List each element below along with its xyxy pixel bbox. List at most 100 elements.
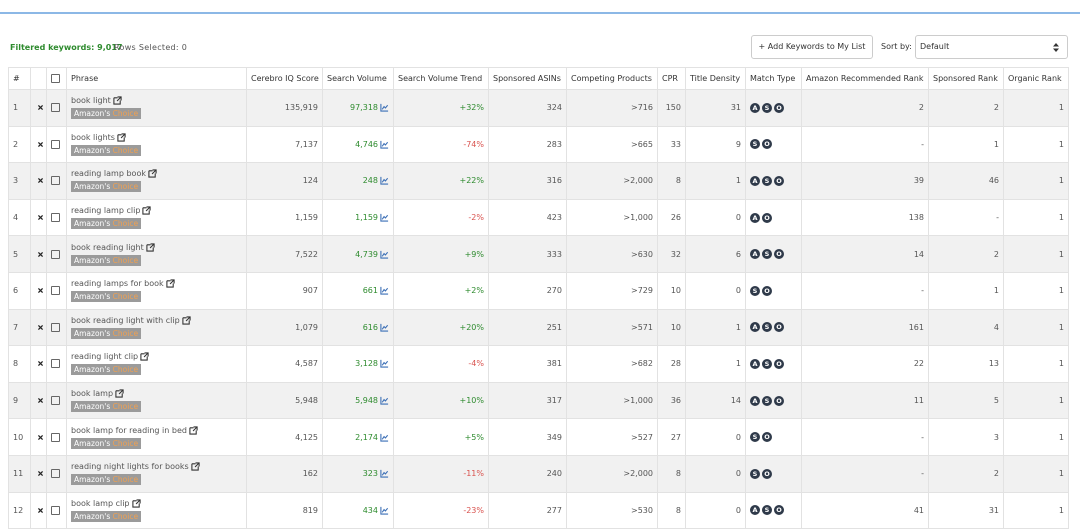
organic-rank: 1 [1003,89,1069,127]
checkbox[interactable] [51,176,60,186]
phrase[interactable]: book lamp clip [71,498,130,508]
trend-chart-icon[interactable] [380,506,389,515]
amazon-recommended-rank: - [801,271,929,310]
cerebro-iq: 5,948 [246,381,323,420]
external-link-icon[interactable] [140,352,149,362]
phrase[interactable]: book lamp [71,389,114,399]
search-volume: 3,128 [355,359,378,369]
remove-icon[interactable] [37,470,44,477]
remove-icon[interactable] [37,360,44,367]
trend-chart-icon[interactable] [380,396,389,405]
search-volume-trend: -4% [393,345,489,383]
external-link-icon[interactable] [191,462,200,471]
external-link-icon[interactable] [148,169,157,179]
row-number: 10 [8,418,31,456]
trend-chart-icon[interactable] [380,286,389,295]
sponsored-asins: 240 [488,454,567,493]
trend-chart-icon[interactable] [380,176,389,186]
external-link-icon[interactable] [146,243,155,252]
trend-chart-icon[interactable] [380,433,389,442]
remove-icon[interactable] [37,251,44,258]
checkbox[interactable] [51,213,60,223]
external-link-icon[interactable] [166,279,175,288]
remove-icon[interactable] [37,287,44,294]
title-density: 31 [685,89,746,127]
trend-chart-icon[interactable] [380,213,389,222]
sponsored-rank: 1 [928,125,1004,164]
checkbox[interactable] [51,139,60,149]
checkbox[interactable] [51,286,60,296]
search-volume-cell: 2,174 [322,418,394,456]
phrase[interactable]: book light [71,96,111,106]
sponsored-asins: 251 [488,308,567,347]
add-keywords-button[interactable]: + Add Keywords to My List [751,35,873,59]
trend-chart-icon[interactable] [380,469,389,478]
remove-icon[interactable] [37,214,44,221]
external-link-icon[interactable] [189,426,198,435]
checkbox[interactable] [51,396,60,406]
search-volume: 1,159 [355,213,378,223]
phrase[interactable]: reading lamps for book [71,279,164,289]
search-volume-trend: +10% [393,381,489,420]
cpr: 26 [657,198,686,237]
remove-icon[interactable] [37,104,44,111]
checkbox[interactable] [51,469,60,479]
phrase[interactable]: book reading light with clip [71,315,180,325]
trend-chart-icon[interactable] [380,323,389,332]
badge-text: Choice [112,511,139,521]
checkbox[interactable] [51,359,60,369]
phrase-cell: reading night lights for books Amazon's C… [66,454,247,493]
trend-chart-icon[interactable] [380,103,389,112]
checkbox[interactable] [51,103,60,113]
competing-products: >716 [566,89,658,127]
cerebro-iq: 819 [246,491,323,529]
title-density: 0 [685,271,746,310]
row-number: 11 [8,454,31,493]
select-cell [46,162,67,200]
external-link-icon[interactable] [117,133,126,142]
remove-icon[interactable] [37,397,44,404]
remove-icon[interactable] [37,434,44,441]
badge-text: Amazon's [74,328,111,338]
checkbox[interactable] [51,74,60,83]
search-volume-trend: +2% [393,271,489,310]
organic-rank: 1 [1003,308,1069,347]
trend-chart-icon[interactable] [380,140,389,149]
phrase[interactable]: book lamp for reading in bed [71,425,187,435]
phrase[interactable]: book lights [71,132,115,142]
external-link-icon[interactable] [182,316,191,325]
phrase-cell: book reading light with clip Amazon's Cho… [66,308,247,347]
phrase[interactable]: reading lamp clip [71,206,141,216]
competing-products: >2,000 [566,162,658,200]
remove-icon[interactable] [37,177,44,184]
phrase[interactable]: book reading light [71,242,144,252]
cpr: 10 [657,308,686,347]
match-type-badge: A [750,395,760,406]
trend-chart-icon[interactable] [380,250,389,259]
table-row: 6 reading lamps for book Amazon's Choice 90… [8,271,1069,310]
phrase[interactable]: reading light clip [71,352,139,362]
match-type-badge: S [750,432,760,443]
checkbox[interactable] [51,322,60,332]
phrase[interactable]: reading night lights for books [71,462,189,472]
search-volume-cell: 616 [322,308,394,347]
badge: Amazon's Choice [71,218,142,230]
checkbox[interactable] [51,249,60,259]
external-link-icon[interactable] [131,499,141,508]
phrase[interactable]: reading lamp book [71,169,146,179]
checkbox[interactable] [51,432,60,442]
external-link-icon[interactable] [115,389,124,398]
cerebro-iq: 907 [246,271,323,310]
sort-select[interactable]: Default [915,35,1068,59]
search-volume: 4,739 [355,249,378,259]
cpr: 33 [657,125,686,164]
remove-icon[interactable] [37,324,44,331]
checkbox[interactable] [51,505,60,515]
external-link-icon[interactable] [113,96,122,105]
remove-icon[interactable] [37,507,44,514]
search-volume-cell: 434 [322,491,394,529]
remove-icon[interactable] [37,141,44,148]
external-link-icon[interactable] [142,206,152,215]
trend-chart-icon[interactable] [380,359,389,369]
